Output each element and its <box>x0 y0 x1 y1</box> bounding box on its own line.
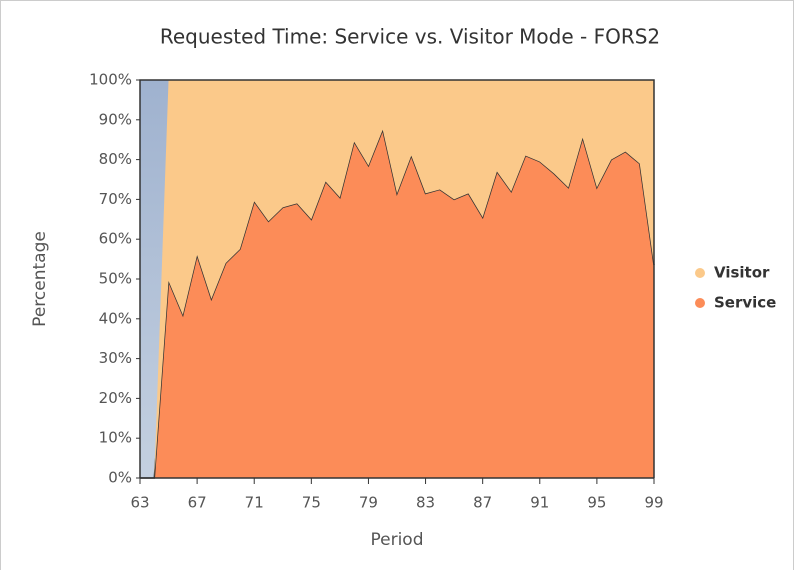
y-tick-label: 60% <box>99 230 132 248</box>
legend-marker <box>695 298 705 308</box>
x-tick-label: 91 <box>530 494 549 512</box>
legend-label: Visitor <box>714 264 770 282</box>
y-tick-label: 80% <box>99 150 132 168</box>
y-tick-label: 90% <box>99 110 132 128</box>
y-tick-label: 50% <box>99 270 132 288</box>
x-tick-label: 79 <box>359 494 378 512</box>
legend-label: Service <box>714 294 776 312</box>
x-tick-label: 67 <box>188 494 207 512</box>
x-tick-label: 75 <box>302 494 321 512</box>
y-axis-label: Percentage <box>30 231 50 327</box>
y-tick-label: 70% <box>99 190 132 208</box>
chart-title: Requested Time: Service vs. Visitor Mode… <box>160 25 660 49</box>
x-tick-label: 71 <box>245 494 264 512</box>
y-tick-label: 0% <box>108 469 132 487</box>
x-tick-label: 99 <box>644 494 663 512</box>
y-tick-label: 30% <box>99 349 132 367</box>
x-tick-label: 83 <box>416 494 435 512</box>
x-tick-label: 87 <box>473 494 492 512</box>
x-tick-label: 95 <box>587 494 606 512</box>
x-axis-label: Period <box>370 530 423 550</box>
area <box>140 80 654 478</box>
y-tick-label: 20% <box>99 389 132 407</box>
legend-marker <box>695 268 705 278</box>
y-tick-label: 100% <box>89 71 132 89</box>
area <box>140 129 654 478</box>
y-tick-label: 10% <box>99 429 132 447</box>
x-tick-label: 63 <box>130 494 149 512</box>
y-tick-label: 40% <box>99 309 132 327</box>
